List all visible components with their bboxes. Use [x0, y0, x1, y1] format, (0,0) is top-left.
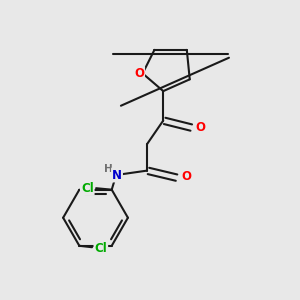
Text: Cl: Cl [94, 242, 107, 255]
Text: O: O [134, 67, 144, 80]
Text: H: H [104, 164, 113, 174]
Text: O: O [195, 122, 205, 134]
Text: Cl: Cl [81, 182, 94, 195]
Text: N: N [112, 169, 122, 182]
Text: O: O [181, 170, 191, 183]
